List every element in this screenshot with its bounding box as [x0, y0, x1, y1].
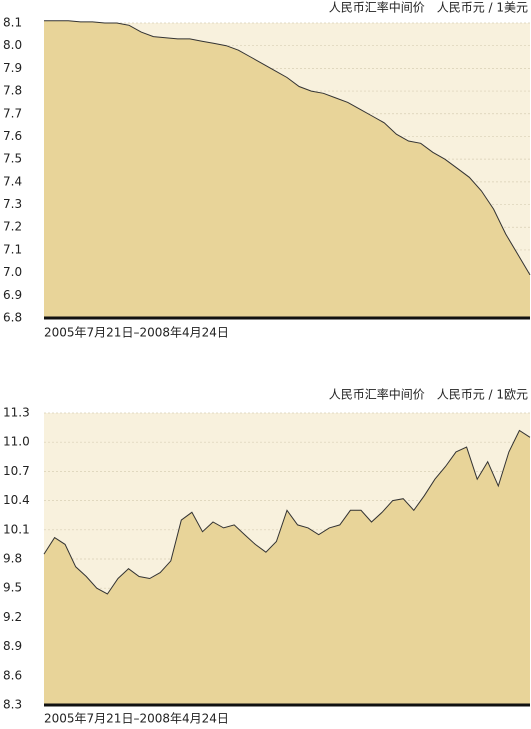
y-tick-label: 7.1 [3, 242, 22, 256]
y-tick-label: 11.0 [3, 435, 30, 449]
y-tick-label: 11.3 [3, 406, 30, 420]
y-tick-label: 7.9 [3, 61, 22, 75]
x-axis-label: 2005年7月21日–2008年4月24日 [44, 326, 229, 340]
y-tick-label: 8.1 [3, 16, 22, 30]
area [44, 430, 530, 705]
y-tick-label: 8.9 [3, 639, 22, 653]
y-tick-label: 8.0 [3, 38, 22, 52]
y-tick-label: 6.9 [3, 288, 22, 302]
line [43, 429, 531, 595]
y-tick-label: 7.4 [3, 174, 22, 188]
x-axis-label: 2005年7月21日–2008年4月24日 [44, 712, 229, 726]
y-tick-label: 10.4 [3, 493, 30, 507]
y-tick-label: 9.5 [3, 581, 22, 595]
y-tick-label: 7.8 [3, 84, 22, 98]
y-tick-label: 8.3 [3, 698, 22, 712]
y-tick-label: 6.8 [3, 311, 22, 325]
y-tick-label: 10.1 [3, 522, 30, 536]
y-tick-label: 7.2 [3, 220, 22, 234]
y-tick-label: 10.7 [3, 464, 30, 478]
y-tick-label: 9.8 [3, 552, 22, 566]
y-tick-label: 9.2 [3, 610, 22, 624]
y-tick-label: 8.6 [3, 668, 22, 682]
line [44, 20, 531, 276]
chart-title: 人民币汇率中间价 人民币元 / 1欧元 [329, 387, 528, 402]
y-tick-label: 7.5 [3, 152, 22, 166]
area [44, 20, 530, 318]
chart-title: 人民币汇率中间价 人民币元 / 1美元 [329, 0, 528, 15]
y-tick-label: 7.7 [3, 106, 22, 120]
y-tick-label: 7.6 [3, 129, 22, 143]
y-tick-label: 7.0 [3, 265, 22, 279]
y-tick-label: 7.3 [3, 197, 22, 211]
